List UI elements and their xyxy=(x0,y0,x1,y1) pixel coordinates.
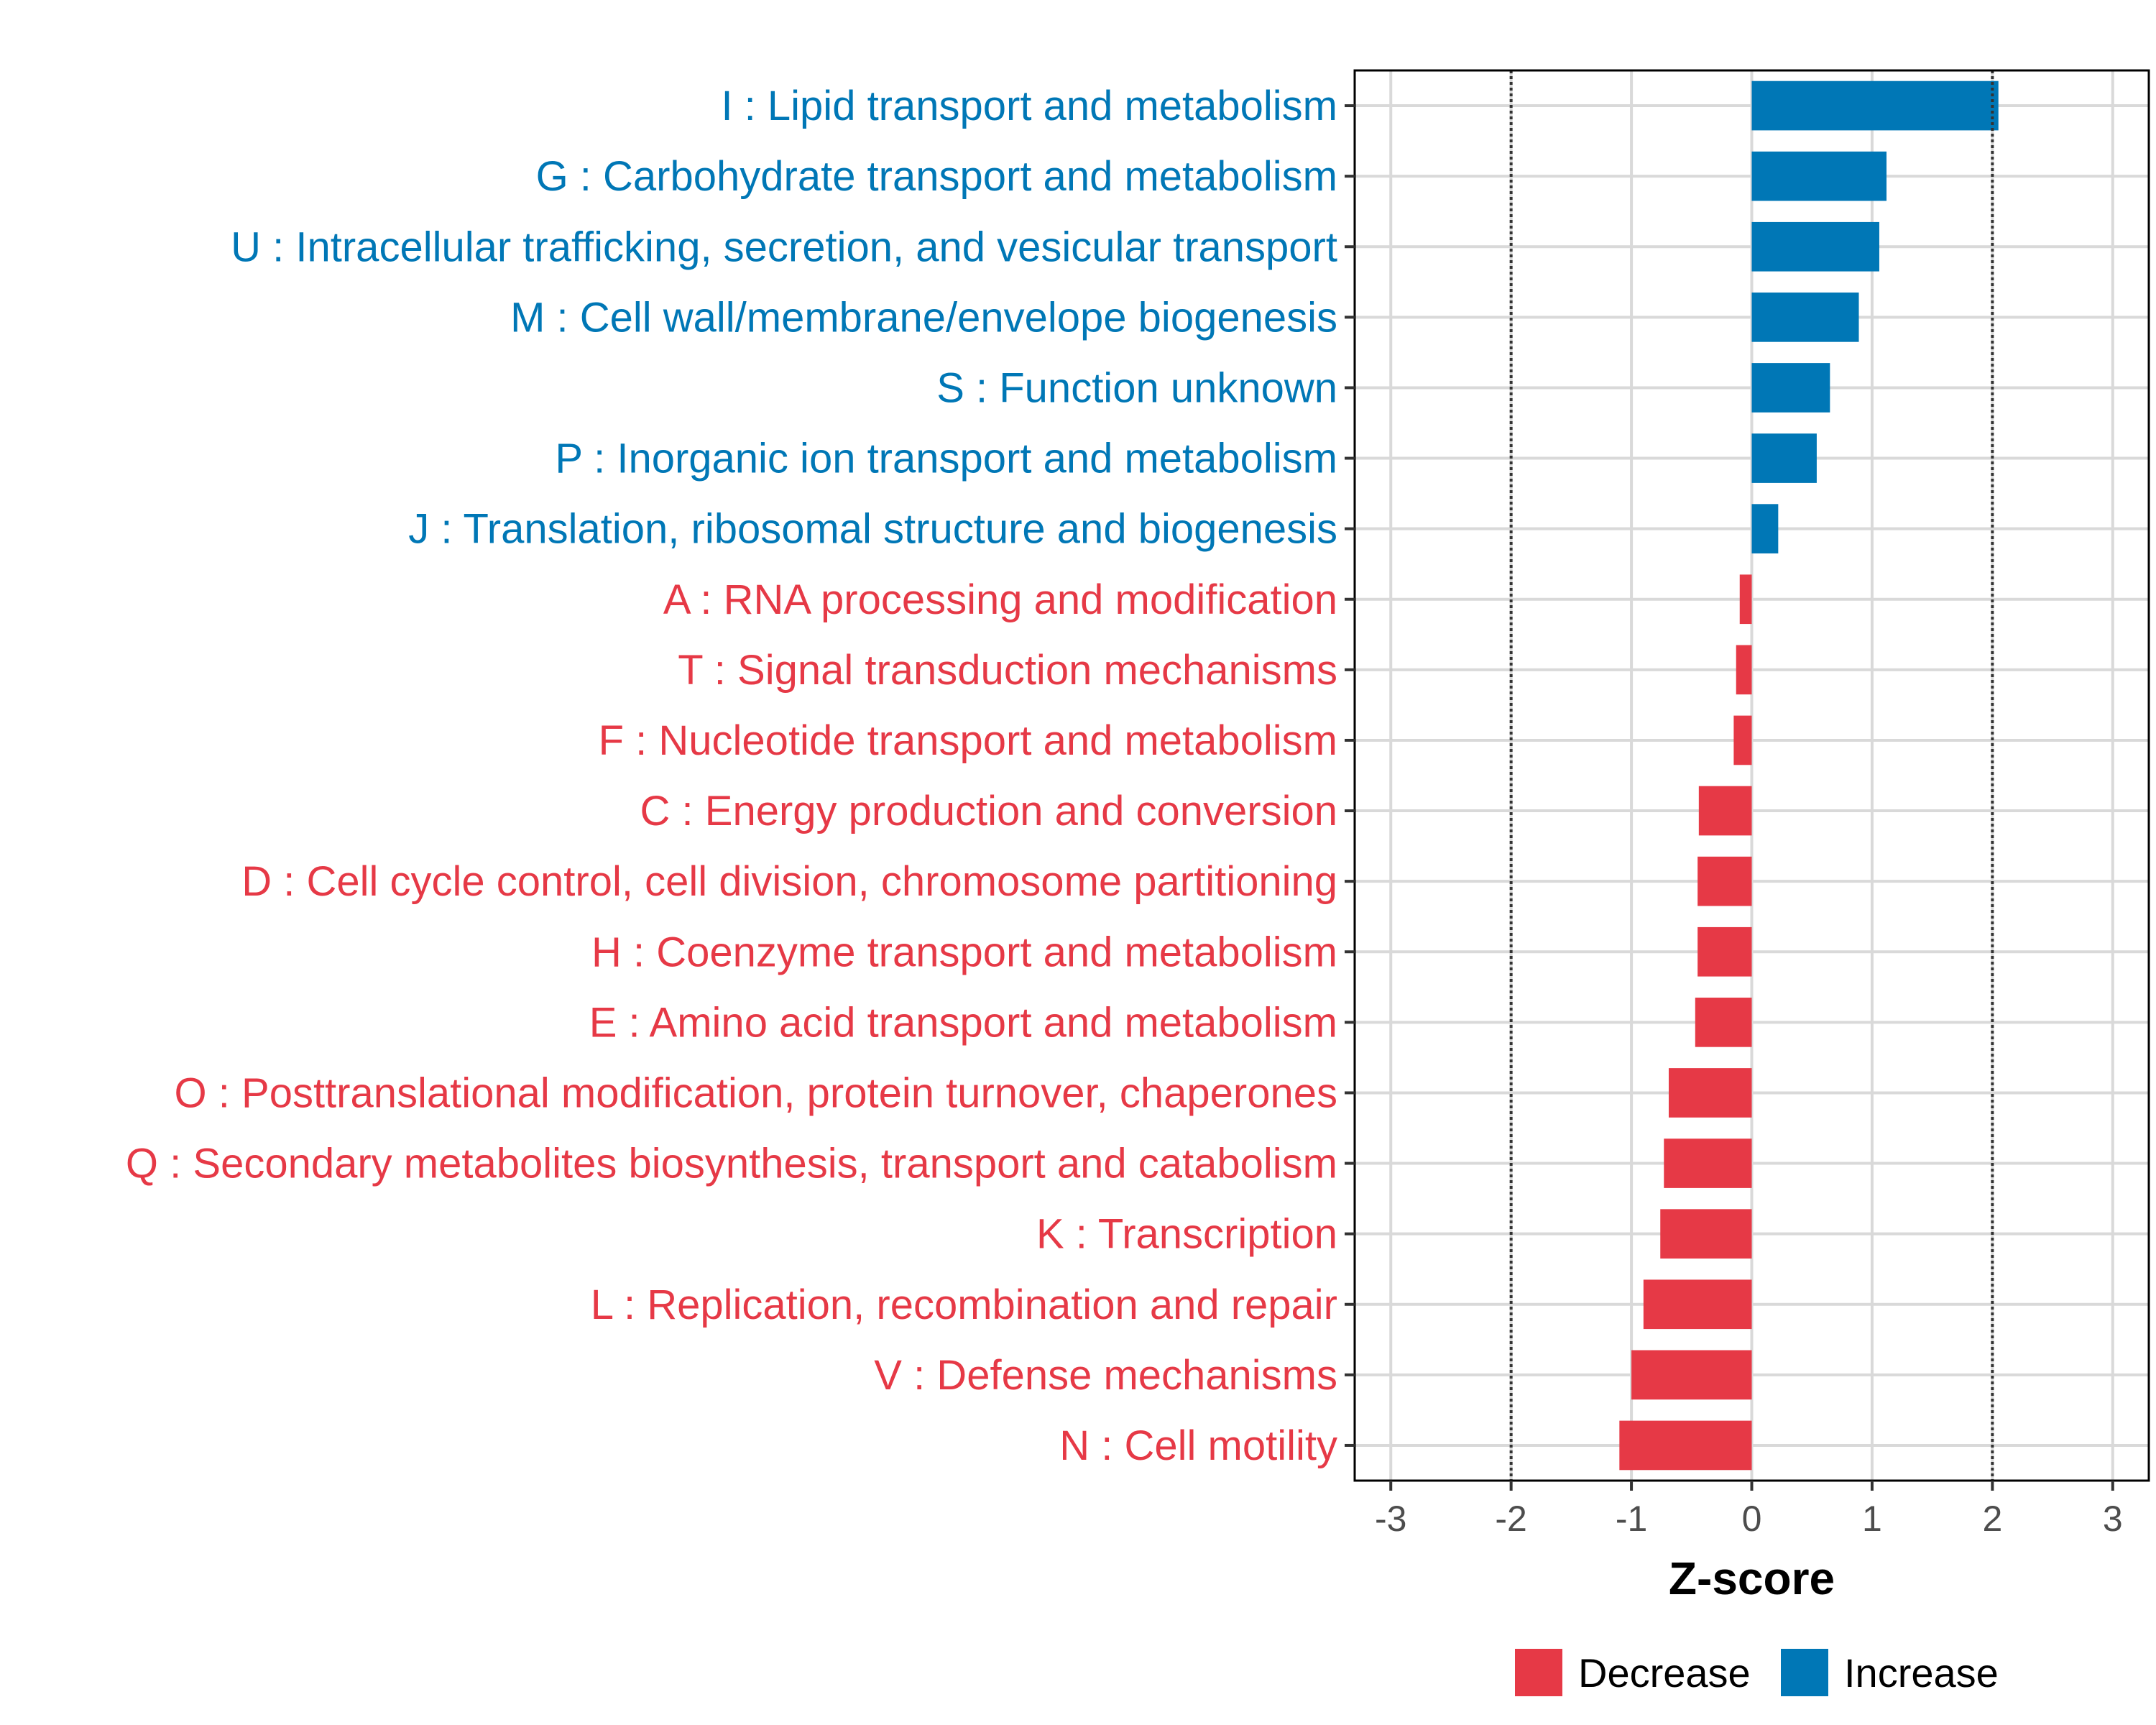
y-axis: I : Lipid transport and metabolism G : Ca… xyxy=(126,83,1355,1469)
bar xyxy=(1697,926,1752,977)
x-tick-label: 3 xyxy=(2103,1499,2123,1539)
bar xyxy=(1697,856,1752,906)
bar xyxy=(1698,786,1752,836)
category-label: M : Cell wall/membrane/envelope biogenes… xyxy=(510,294,1337,341)
category-label: N : Cell motility xyxy=(1059,1422,1337,1469)
bar xyxy=(1733,715,1752,765)
category-label: S : Function unknown xyxy=(936,364,1337,411)
category-label: E : Amino acid transport and metabolism xyxy=(589,999,1337,1046)
category-label: C : Energy production and conversion xyxy=(640,788,1337,834)
bar xyxy=(1660,1209,1752,1259)
x-tick-label: 0 xyxy=(1742,1499,1762,1539)
bar xyxy=(1643,1279,1752,1330)
category-label: A : RNA processing and modification xyxy=(663,576,1337,623)
category-label: T : Signal transduction mechanisms xyxy=(678,647,1337,694)
category-label: I : Lipid transport and metabolism xyxy=(721,83,1337,129)
bar xyxy=(1664,1138,1752,1188)
category-label: D : Cell cycle control, cell division, c… xyxy=(241,858,1337,905)
bar xyxy=(1631,1350,1752,1400)
legend-label-increase: Increase xyxy=(1844,1650,1999,1696)
bar xyxy=(1695,998,1752,1047)
bar xyxy=(1668,1068,1752,1118)
bar xyxy=(1751,504,1779,553)
category-label: U : Intracellular trafficking, secretion… xyxy=(231,224,1337,270)
legend: Decrease Increase xyxy=(1515,1649,1999,1696)
bar xyxy=(1736,645,1752,695)
reference-lines xyxy=(1509,70,1994,1481)
bar xyxy=(1751,363,1830,413)
category-label: O : Posttranslational modification, prot… xyxy=(175,1070,1337,1116)
x-axis: -3 -2 -1 0 1 2 3 xyxy=(1375,1481,2123,1539)
category-label: J : Translation, ribosomal structure and… xyxy=(408,506,1337,553)
category-label: V : Defense mechanisms xyxy=(874,1352,1337,1399)
category-label: P : Inorganic ion transport and metaboli… xyxy=(555,436,1337,482)
x-tick-label: -2 xyxy=(1495,1499,1526,1539)
bars-layer xyxy=(1619,80,1999,1471)
category-label: G : Carbohydrate transport and metabolis… xyxy=(536,153,1337,200)
bar xyxy=(1619,1420,1752,1471)
category-label: L : Replication, recombination and repai… xyxy=(591,1282,1337,1328)
category-label: Q : Secondary metabolites biosynthesis, … xyxy=(126,1141,1337,1187)
bar xyxy=(1751,293,1859,342)
legend-label-decrease: Decrease xyxy=(1578,1650,1751,1696)
category-label: K : Transcription xyxy=(1036,1211,1337,1258)
bar xyxy=(1751,433,1817,483)
bar xyxy=(1739,574,1752,625)
legend-swatch-increase xyxy=(1781,1649,1828,1696)
x-tick-label: -1 xyxy=(1616,1499,1647,1539)
category-label: H : Coenzyme transport and metabolism xyxy=(591,929,1337,975)
x-tick-label: 1 xyxy=(1862,1499,1882,1539)
grid-layer xyxy=(1355,70,2149,1481)
category-label: F : Nucleotide transport and metabolism xyxy=(599,717,1337,764)
legend-swatch-decrease xyxy=(1515,1649,1562,1696)
bar xyxy=(1751,80,1999,131)
bar xyxy=(1751,221,1879,272)
bar xyxy=(1751,151,1887,201)
x-axis-title: Z-score xyxy=(1669,1552,1835,1604)
x-tick-label: 2 xyxy=(1982,1499,2002,1539)
x-tick-label: -3 xyxy=(1375,1499,1406,1539)
